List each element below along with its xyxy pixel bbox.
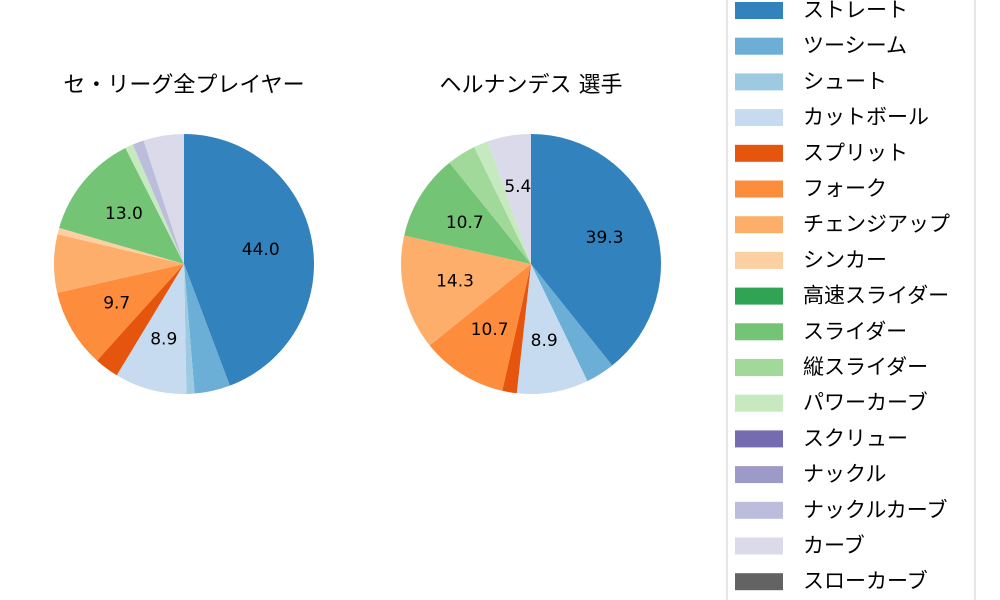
league-slice-6 — [53, 234, 184, 293]
league-slice-2 — [184, 264, 195, 394]
legend-swatch — [735, 73, 783, 91]
player-pie-chart: ヘルナンデス 選手 39.3 8.9 10.7 14.3 10.7 5.4 — [400, 73, 662, 394]
player-slice-11 — [474, 141, 531, 264]
legend-swatch — [735, 216, 783, 234]
legend-label: シュート — [803, 69, 887, 93]
legend-label: カットボール — [803, 105, 929, 129]
league-pie-chart: セ・リーグ全プレイヤー 44.0 8.9 9.7 13.0 — [53, 73, 314, 394]
player-slice-6 — [400, 235, 531, 346]
legend-label: チェンジアップ — [803, 212, 950, 236]
legend-swatch — [735, 573, 783, 591]
league-slice-9 — [59, 147, 184, 264]
league-slice-4 — [96, 264, 184, 376]
legend-swatch — [735, 180, 783, 198]
legend-swatch — [735, 2, 783, 19]
legend-label: カーブ — [803, 534, 865, 558]
legend-label: スクリュー — [803, 426, 908, 450]
legend-swatch — [735, 430, 783, 448]
league-slice-label: 44.0 — [242, 240, 280, 260]
legend-label: ナックル — [803, 462, 886, 486]
player-slice-label: 5.4 — [504, 177, 531, 197]
legend-swatch — [735, 109, 783, 127]
legend-swatch — [735, 501, 783, 519]
legend-label: シンカー — [803, 248, 887, 272]
player-pie-title: ヘルナンデス 選手 — [440, 73, 623, 98]
player-slice-4 — [502, 264, 531, 394]
league-slice-1 — [184, 264, 230, 394]
legend-label: フォーク — [803, 177, 887, 201]
league-slice-14 — [132, 140, 184, 264]
league-pie-title: セ・リーグ全プレイヤー — [63, 73, 304, 98]
player-slice-label: 10.7 — [471, 320, 509, 340]
player-slice-label: 39.3 — [586, 228, 624, 248]
legend-swatch — [735, 144, 783, 162]
legend: ストレートツーシームシュートカットボールスプリットフォークチェンジアップシンカー… — [726, 0, 976, 600]
league-slice-0 — [184, 134, 314, 386]
legend-swatch — [735, 251, 783, 269]
legend-swatch — [735, 537, 783, 555]
legend-label: 高速スライダー — [803, 284, 949, 308]
league-slice-3 — [116, 264, 187, 394]
player-slice-label: 10.7 — [446, 213, 484, 233]
legend-swatch — [735, 394, 783, 412]
player-slice-15 — [487, 134, 531, 264]
league-slice-7 — [57, 227, 184, 264]
legend-label: 縦スライダー — [803, 355, 928, 379]
legend-swatch — [735, 323, 783, 341]
legend-label: スライダー — [803, 319, 907, 343]
player-slice-5 — [429, 264, 531, 391]
player-slice-9 — [404, 162, 531, 264]
legend-swatch — [735, 287, 783, 305]
player-slice-10 — [449, 147, 531, 264]
league-slice-label: 8.9 — [150, 329, 177, 349]
player-slice-label: 14.3 — [436, 272, 474, 292]
league-slice-label: 9.7 — [103, 293, 130, 313]
league-slice-11 — [125, 144, 184, 264]
legend-swatch — [735, 37, 783, 55]
legend-label: スローカーブ — [803, 569, 928, 593]
legend-swatch — [735, 466, 783, 484]
player-slice-label: 8.9 — [531, 331, 558, 351]
league-slice-label: 13.0 — [105, 204, 143, 224]
player-slice-0 — [531, 134, 662, 366]
league-slice-15 — [143, 134, 184, 264]
legend-label: スプリット — [803, 141, 908, 165]
legend-label: ナックルカーブ — [803, 498, 947, 522]
player-slice-1 — [531, 264, 613, 382]
legend-label: ストレート — [803, 0, 908, 22]
legend-label: パワーカーブ — [803, 391, 928, 415]
legend-label: ツーシーム — [803, 34, 907, 58]
league-slice-5 — [57, 264, 185, 361]
legend-swatch — [735, 359, 783, 376]
player-slice-3 — [516, 264, 588, 394]
